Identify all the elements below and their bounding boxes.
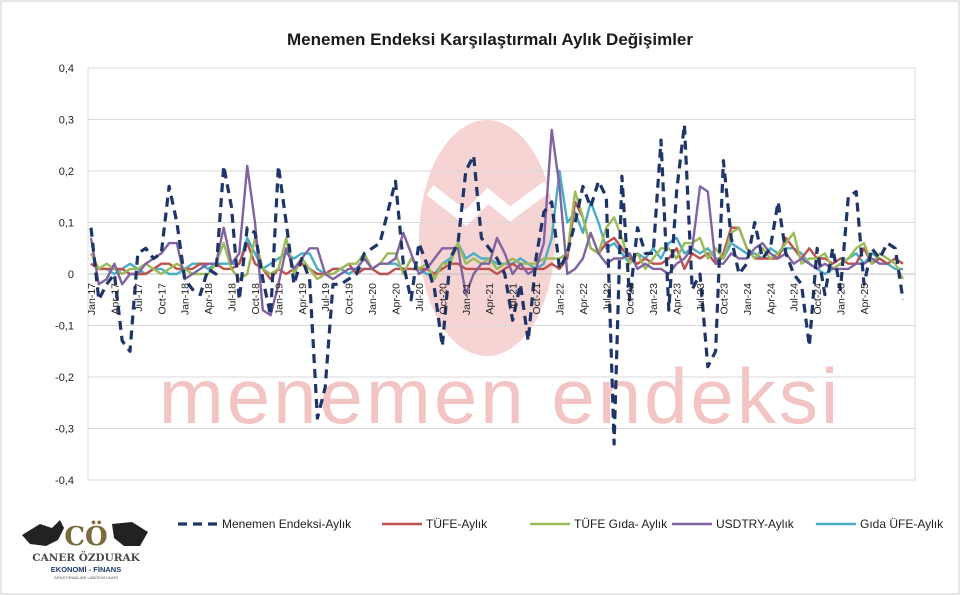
x-tick-label: Jan-17 (86, 283, 98, 315)
x-tick-label: Jul-23 (695, 283, 707, 312)
y-tick-label: -0,4 (55, 475, 74, 487)
x-tick-label: Oct-23 (718, 283, 730, 315)
x-tick-label: Jan-22 (554, 283, 566, 315)
x-tick-label: Jul-20 (414, 283, 426, 312)
watermark-text: menemen endeksi (159, 352, 841, 440)
plot-area: 0,4 0,3 0,2 0,1 0 -0,1 -0,2 -0,3 -0,4 Jan-17 Apr-… (55, 63, 916, 487)
x-tick-label: Oct-21 (531, 283, 543, 315)
x-tick-label: Jul-18 (227, 283, 239, 312)
x-tick-label: Apr-20 (391, 283, 403, 315)
logo: CÖ CANER ÖZDURAK EKONOMİ - FİNANS ARAŞTI… (22, 520, 148, 580)
x-tick-label: Oct-17 (156, 283, 168, 315)
legend: Menemen Endeksi-Aylık TÜFE-Aylık TÜFE Gıda… (178, 517, 944, 531)
y-tick-label: -0,3 (55, 424, 74, 436)
x-tick-label: Apr-19 (297, 283, 309, 315)
x-tick-label: Jan-24 (742, 283, 754, 315)
x-tick-label: Jul-19 (320, 283, 332, 312)
x-axis-ticks: Jan-17 Apr-17 Jul-17 Oct-17 Jan-18 Apr-18 Jul-… (86, 283, 871, 315)
x-tick-label: Oct-24 (812, 283, 824, 315)
series-line-2 (89, 190, 905, 281)
legend-label: TÜFE-Aylık (426, 517, 488, 531)
y-tick-label: 0 (68, 269, 74, 281)
x-tick-label: Jan-23 (648, 283, 660, 315)
series-layer (89, 123, 905, 446)
y-tick-label: 0,2 (59, 166, 74, 178)
logo-name: CANER ÖZDURAK (32, 550, 140, 564)
x-tick-label: Jan-18 (180, 283, 192, 315)
logo-tagline: ARAŞTIRMALARI LABORATUVARI (54, 575, 118, 580)
x-tick-label: Oct-22 (625, 283, 637, 315)
watermark-zigzag-icon (426, 181, 552, 226)
y-axis-ticks: 0,4 0,3 0,2 0,1 0 -0,1 -0,2 -0,3 -0,4 (55, 63, 74, 487)
series-line-1 (90, 200, 904, 281)
x-tick-label: Jul-21 (508, 283, 520, 312)
x-tick-label: Jul-17 (133, 283, 145, 312)
x-tick-label: Apr-18 (203, 283, 215, 315)
series-line-3 (89, 128, 888, 317)
y-tick-label: 0,4 (59, 63, 74, 75)
legend-label: Menemen Endeksi-Aylık (222, 517, 352, 531)
watermark: menemen endeksi (159, 120, 841, 440)
series-line-0 (89, 123, 905, 446)
x-tick-label: Oct-18 (250, 283, 262, 315)
x-tick-label: Apr-25 (859, 283, 871, 315)
bear-icon (112, 522, 148, 546)
x-tick-label: Oct-19 (344, 283, 356, 315)
x-tick-label: Jul-24 (789, 283, 801, 312)
x-tick-label: Jan-25 (836, 283, 848, 315)
logo-subtitle: EKONOMİ - FİNANS (51, 565, 121, 574)
x-tick-label: Apr-22 (578, 283, 590, 315)
bull-icon (22, 520, 64, 546)
x-tick-label: Jul-22 (601, 283, 613, 312)
legend-label: TÜFE Gıda- Aylık (574, 517, 668, 531)
logo-initials: CÖ (64, 520, 107, 552)
x-tick-label: Apr-21 (484, 283, 496, 315)
y-tick-label: 0,1 (59, 218, 74, 230)
chart-title: Menemen Endeksi Karşılaştırmalı Aylık De… (287, 30, 693, 49)
x-tick-label: Jan-19 (273, 283, 285, 315)
legend-label: Gıda ÜFE-Aylık (860, 517, 944, 531)
legend-label: USDTRY-Aylık (716, 517, 795, 531)
x-tick-label: Apr-17 (109, 283, 121, 315)
x-tick-label: Apr-23 (672, 283, 684, 315)
x-tick-label: Jan-21 (461, 283, 473, 315)
x-tick-label: Jan-20 (367, 283, 379, 315)
y-tick-label: -0,1 (55, 321, 74, 333)
x-tick-label: Oct-20 (437, 283, 449, 315)
watermark-egg-shape (419, 120, 555, 356)
y-tick-label: -0,2 (55, 372, 74, 384)
y-tick-label: 0,3 (59, 115, 74, 127)
x-tick-label: Apr-24 (765, 283, 777, 315)
